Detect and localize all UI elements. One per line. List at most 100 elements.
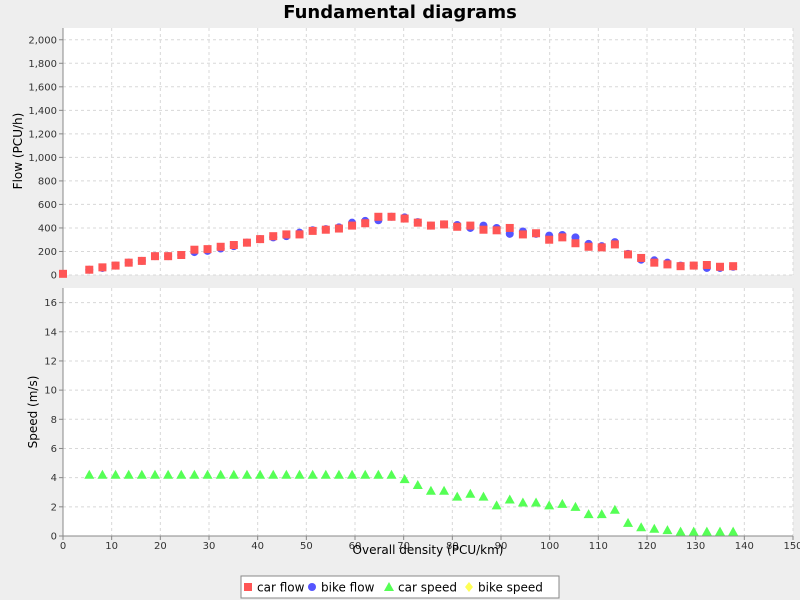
car-speed-point <box>412 479 423 489</box>
x-tick-label: 0 <box>60 541 66 552</box>
car-speed-point <box>715 526 725 536</box>
x-tick-label: 120 <box>637 541 656 552</box>
car-flow-point <box>466 221 475 230</box>
car-flow-legend-label: car flow <box>257 581 305 595</box>
flow-y-tick-label: 200 <box>38 247 57 258</box>
car-speed-point <box>399 474 410 484</box>
car-speed-point <box>228 469 239 479</box>
tick-labels: 02004006008001,0001,2001,4001,6001,8002,… <box>28 35 800 552</box>
car-speed-point <box>294 469 305 479</box>
bike-flow-legend-marker <box>308 583 316 591</box>
car-speed-point <box>268 469 279 479</box>
car-flow-point <box>269 232 278 241</box>
car-speed-point <box>452 491 463 501</box>
x-tick-label: 110 <box>589 541 608 552</box>
car-flow-point <box>426 221 435 230</box>
speed-y-axis-label: Speed (m/s) <box>26 376 40 449</box>
x-tick-label: 100 <box>540 541 559 552</box>
car-flow-point <box>334 224 343 233</box>
grid-lines <box>62 28 794 537</box>
car-speed-point <box>84 469 95 479</box>
car-flow-point <box>637 253 646 262</box>
car-speed-point <box>215 469 226 479</box>
car-speed-point <box>465 488 476 498</box>
car-speed-point <box>149 469 160 479</box>
legend: car flow bike flow car speed bike speed <box>240 575 560 599</box>
x-tick-label: 90 <box>495 541 508 552</box>
car-flow-point <box>716 262 724 271</box>
car-speed-point <box>333 469 344 479</box>
flow-y-tick-label: 800 <box>38 176 57 187</box>
car-flow-point <box>492 226 501 235</box>
car-flow-point <box>295 230 304 239</box>
car-flow-point <box>676 262 685 271</box>
car-flow-point <box>650 258 659 267</box>
car-speed-point <box>97 469 108 479</box>
car-flow-point <box>584 242 593 251</box>
car-speed-point <box>675 526 686 536</box>
car-speed-point <box>688 526 699 536</box>
bike-flow-legend-label: bike flow <box>321 581 375 595</box>
x-tick-label: 40 <box>251 541 264 552</box>
car-flow-point <box>85 265 94 274</box>
car-flow-point <box>216 242 225 251</box>
speed-y-tick-label: 6 <box>51 444 57 455</box>
car-flow-point <box>150 252 159 261</box>
x-tick-label: 50 <box>300 541 313 552</box>
flow-y-tick-label: 2,000 <box>28 35 57 46</box>
car-speed-point <box>596 509 607 519</box>
x-tick-label: 70 <box>397 541 410 552</box>
bike-speed-legend-marker <box>465 582 473 592</box>
speed-plot-area <box>63 288 793 536</box>
car-flow-point <box>59 269 67 278</box>
car-flow-point <box>348 221 357 230</box>
car-speed-point <box>504 494 515 504</box>
car-flow-point <box>663 260 672 269</box>
car-flow-point <box>440 220 449 229</box>
car-flow-point <box>453 222 462 231</box>
x-tick-label: 30 <box>203 541 216 552</box>
car-flow-point <box>177 251 186 260</box>
flow-y-tick-label: 600 <box>38 200 57 211</box>
car-flow-point <box>387 212 396 221</box>
car-speed-point <box>570 501 581 511</box>
car-flow-point <box>505 223 514 232</box>
flow-y-tick-label: 1,400 <box>28 106 57 117</box>
speed-y-tick-label: 8 <box>51 415 57 426</box>
flow-y-tick-label: 1,000 <box>28 153 57 164</box>
car-flow-point <box>518 230 527 239</box>
car-speed-point <box>478 491 489 501</box>
flow-y-axis-label: Flow (PCU/h) <box>11 113 25 190</box>
x-tick-label: 10 <box>105 541 118 552</box>
car-speed-point <box>583 509 594 519</box>
car-speed-point <box>136 469 147 479</box>
car-flow-point <box>229 241 238 250</box>
car-flow-point <box>374 212 383 221</box>
car-flow-point <box>98 263 107 272</box>
car-speed-point <box>701 526 712 536</box>
speed-y-tick-label: 0 <box>51 532 57 543</box>
car-speed-point <box>360 469 371 479</box>
speed-y-tick-label: 16 <box>44 298 57 309</box>
car-flow-point <box>558 233 567 242</box>
car-flow-point <box>308 226 317 235</box>
car-speed-point <box>544 500 555 510</box>
car-flow-point <box>400 214 409 223</box>
speed-y-tick-label: 4 <box>51 473 57 484</box>
flow-plot-area <box>63 28 793 275</box>
car-speed-point <box>386 469 397 479</box>
x-axis-label: Overall density (PCU/km) <box>353 543 504 557</box>
car-speed-point <box>439 485 450 495</box>
car-speed-point <box>110 469 121 479</box>
car-flow-point <box>256 235 265 244</box>
car-speed-point <box>123 469 134 479</box>
x-tick-label: 20 <box>154 541 167 552</box>
flow-y-tick-label: 1,800 <box>28 59 57 70</box>
car-flow-point <box>624 250 633 259</box>
car-speed-point <box>662 525 673 535</box>
car-flow-point <box>479 225 488 234</box>
car-flow-point <box>361 219 370 228</box>
car-flow-point <box>597 243 606 252</box>
car-flow-point <box>545 235 554 244</box>
car-speed-point <box>176 469 187 479</box>
